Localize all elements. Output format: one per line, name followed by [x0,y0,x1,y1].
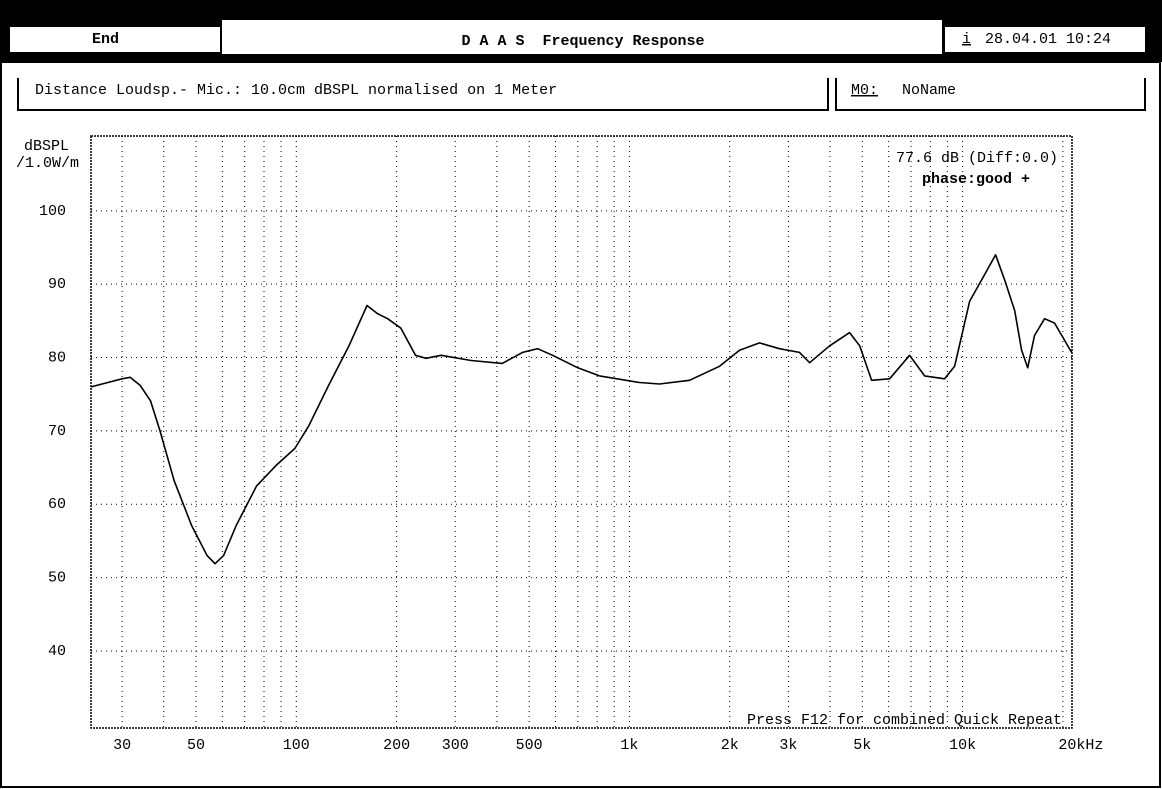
measurement-info: Distance Loudsp.- Mic.: 10.0cm dBSPL nor… [35,82,557,99]
x-tick-label: 5k [853,737,871,754]
y-tick-label: 90 [48,276,66,293]
y-label: /1.0W/m [16,155,79,172]
response-curve [90,254,1073,565]
date-box [945,27,1145,52]
info-frame [17,78,829,111]
y-tick-label: 70 [48,423,66,440]
x-tick-label: 20kHz [1058,737,1103,754]
x-tick-label: 10k [949,737,976,754]
y-tick-label: 100 [39,203,66,220]
x-tick-label: 100 [283,737,310,754]
title-box [222,20,942,54]
title: D A A S Frequency Response [461,33,704,50]
y-tick-label: 80 [48,350,66,367]
phase-annotation: phase:good + [922,171,1030,188]
x-tick-label: 1k [620,737,638,754]
y-tick-label: 60 [48,496,66,513]
memory-name: NoName [902,82,956,99]
info-icon[interactable]: i [962,31,971,48]
hint-annotation: Press F12 for combined Quick Repeat [747,712,1062,729]
memory-frame [835,78,1146,111]
datetime: 28.04.01 10:24 [985,31,1111,48]
x-tick-label: 30 [113,737,131,754]
x-tick-label: 200 [383,737,410,754]
level-annotation: 77.6 dB (Diff:0.0) [896,150,1058,167]
plot-frame [90,135,1073,729]
end-button[interactable] [10,27,220,52]
x-tick-label: 500 [516,737,543,754]
x-tick-label: 50 [187,737,205,754]
y-tick-label: 40 [48,643,66,660]
end-label[interactable]: End [92,31,119,48]
x-tick-label: 2k [721,737,739,754]
x-tick-label: 3k [779,737,797,754]
x-tick-label: 300 [442,737,469,754]
window-frame [0,61,1161,788]
y-label: dBSPL [24,138,69,155]
memory-slot[interactable]: M0: [851,82,878,99]
y-tick-label: 50 [48,570,66,587]
